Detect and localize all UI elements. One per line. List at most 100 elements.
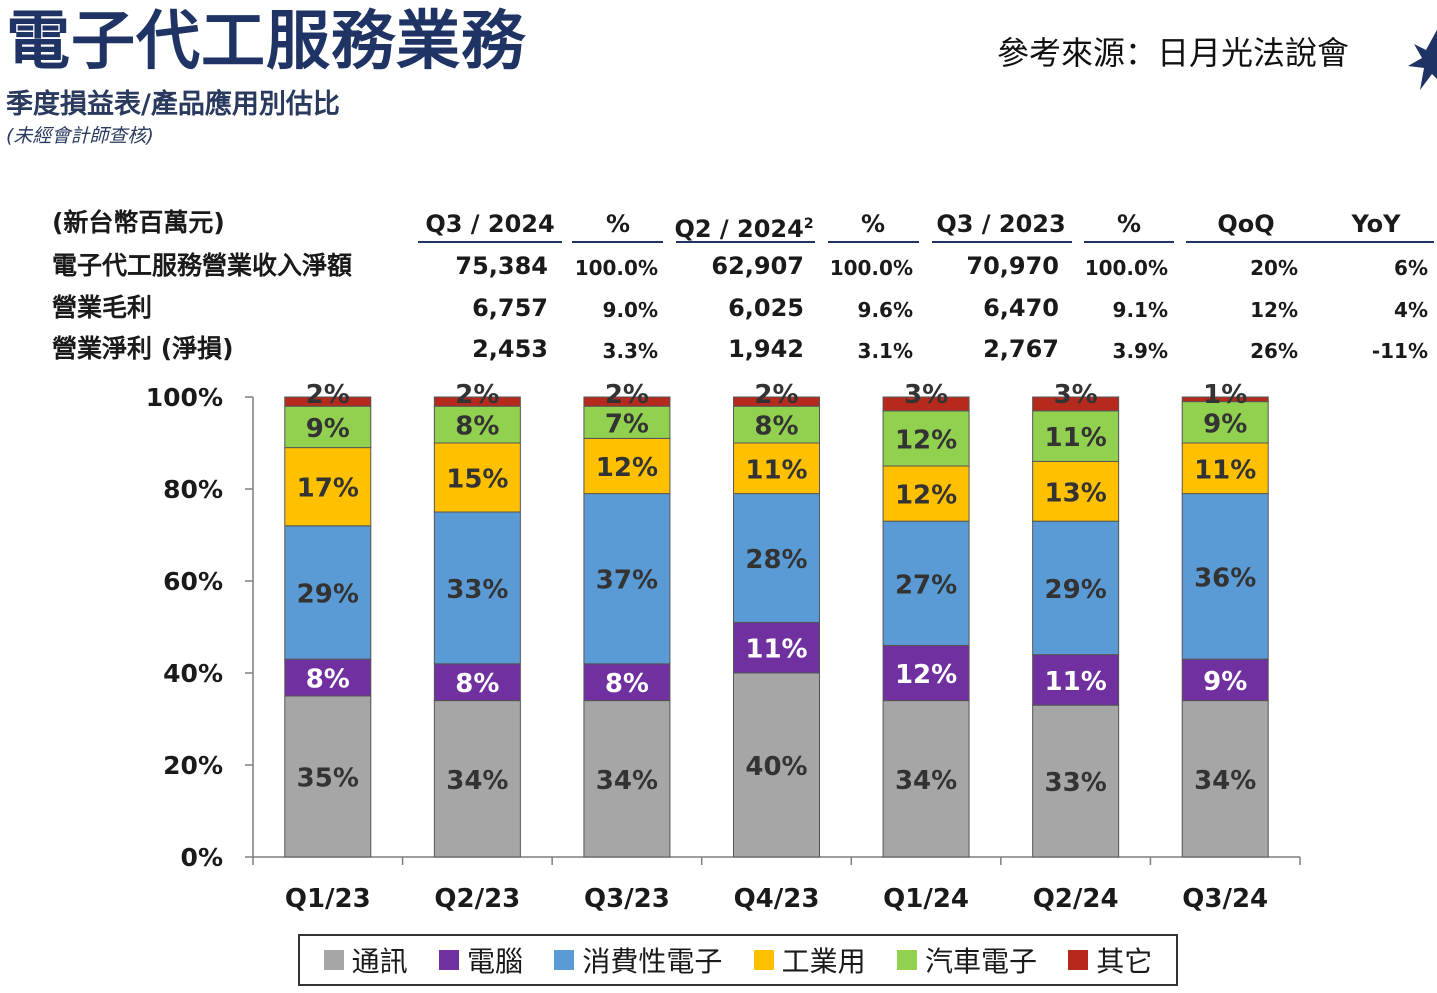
legend-item: 通訊 [323, 940, 408, 980]
table-cell: 3.1% [857, 339, 913, 363]
table-cell: 9.1% [1112, 298, 1168, 322]
legend-swatch [438, 950, 459, 970]
legend-item: 汽車電子 [896, 940, 1037, 980]
bar-data-label: 34% [895, 766, 957, 796]
audit-note: (未經會計師查核) [6, 125, 154, 147]
bar-segment [1181, 493, 1269, 660]
bar-segment [1032, 460, 1120, 522]
bar-segment [433, 396, 521, 407]
bar-data-label: 34% [596, 766, 658, 796]
logo-star-icon [1408, 29, 1437, 90]
bar-data-label: 27% [895, 570, 957, 600]
chart-legend: 通訊 電腦 消費性電子 工業用 汽車電子 其它 [298, 934, 1178, 986]
table-cell: 70,970 [966, 252, 1059, 280]
bar-data-label: 17% [297, 474, 359, 504]
x-category-label: Q1/23 [285, 884, 371, 914]
table-row-label: 營業淨利 (淨損) [52, 334, 234, 363]
x-category-label: Q3/23 [584, 884, 670, 914]
x-category-label: Q2/23 [434, 884, 520, 914]
bar-data-label: 33% [446, 575, 508, 605]
bar-segment [1032, 654, 1120, 706]
table-cell: 20% [1250, 256, 1298, 280]
bar-segment [284, 396, 372, 407]
table-row-label: 營業毛利 [52, 293, 153, 322]
table-cell: 12% [1250, 298, 1298, 322]
bar-segment [433, 405, 521, 444]
page-title: 電子代工服務業務 [6, 5, 526, 79]
legend-label: 工業用 [781, 945, 866, 978]
bar-data-label: 35% [297, 764, 359, 794]
table-header-sup: 2 [803, 216, 814, 232]
bar-segment [882, 465, 970, 522]
bar-data-label: 37% [596, 566, 658, 596]
bar-segment [1181, 401, 1269, 444]
table-header-3: % [860, 210, 886, 238]
legend-swatch [1068, 950, 1089, 970]
table-cell: 100.0% [574, 256, 658, 280]
bar-data-label: 34% [446, 766, 508, 796]
bar-data-label: 8% [455, 412, 499, 442]
table-cell: 26% [1250, 339, 1298, 363]
table-header-4: Q3 / 2023 [936, 210, 1066, 238]
legend-label: 消費性電子 [582, 945, 723, 978]
bar-data-label: 2% [306, 380, 350, 410]
x-category-label: Q2/24 [1033, 884, 1119, 914]
legend-swatch [554, 950, 575, 970]
legend-swatch [323, 950, 344, 970]
bar-segment [882, 520, 970, 646]
y-tick-label: 0% [181, 843, 223, 872]
bar-data-label: 15% [446, 465, 508, 495]
bar-segment [733, 493, 820, 623]
bar-data-label: 36% [1194, 563, 1256, 593]
bar-segment [284, 447, 372, 527]
x-category-label: Q4/23 [734, 884, 820, 914]
bar-data-label: 12% [895, 660, 957, 690]
table-header-7: YoY [1351, 210, 1401, 238]
table-cell: 62,907 [711, 252, 804, 280]
table-header-5: % [1116, 210, 1142, 238]
bar-data-label: 11% [745, 635, 807, 665]
table-cell: 100.0% [829, 256, 913, 280]
table-cell: 2,453 [472, 335, 548, 363]
bar-segment [433, 700, 521, 858]
y-tick-label: 20% [163, 751, 223, 780]
y-tick-label: 60% [163, 567, 223, 596]
table-cell: 100.0% [1084, 256, 1168, 280]
table-header-2: Q2 / 20242 [674, 215, 814, 243]
bar-segment [583, 405, 671, 439]
x-category-label: Q3/24 [1182, 884, 1268, 914]
table-cell: 3.3% [602, 339, 658, 363]
table-cell: 6% [1394, 256, 1428, 280]
bar-segment [733, 672, 820, 858]
legend-swatch [896, 950, 917, 970]
bar-data-label: 29% [1045, 575, 1107, 605]
legend-item: 工業用 [753, 940, 866, 980]
legend-item: 消費性電子 [554, 940, 722, 980]
income-table: (新台幣百萬元) Q3 / 2024% Q2 / 20242% Q3 / 2023% Q… [0, 0, 1437, 400]
bar-segment [882, 396, 970, 412]
bar-data-label: 34% [1194, 766, 1256, 796]
bar-segment [1032, 410, 1120, 462]
page-subtitle: 季度損益表/產品應用別估比 [6, 89, 340, 120]
bar-data-label: 8% [455, 669, 499, 699]
bar-segment [583, 663, 671, 702]
table-row-label: 電子代工服務營業收入淨額 [52, 251, 353, 280]
bar-data-label: 2% [754, 380, 798, 410]
bar-data-label: 11% [745, 455, 807, 485]
bar-segment [1181, 442, 1269, 495]
bar-segment [1032, 520, 1120, 656]
bar-data-label: 7% [605, 409, 649, 439]
bar-segment [1032, 704, 1120, 858]
table-header-1: % [605, 210, 631, 238]
bar-data-label: 8% [754, 412, 798, 442]
bar-data-label: 9% [1203, 667, 1247, 697]
bar-segment [583, 493, 671, 665]
table-cell: 1,942 [728, 335, 804, 363]
bar-segment [433, 442, 521, 513]
legend-label: 其它 [1096, 945, 1153, 978]
bar-data-label: 33% [1045, 768, 1107, 798]
bar-segment [284, 525, 372, 660]
bar-segment [1181, 700, 1269, 858]
bar-segment [733, 405, 820, 444]
bar-segment [1181, 396, 1269, 403]
